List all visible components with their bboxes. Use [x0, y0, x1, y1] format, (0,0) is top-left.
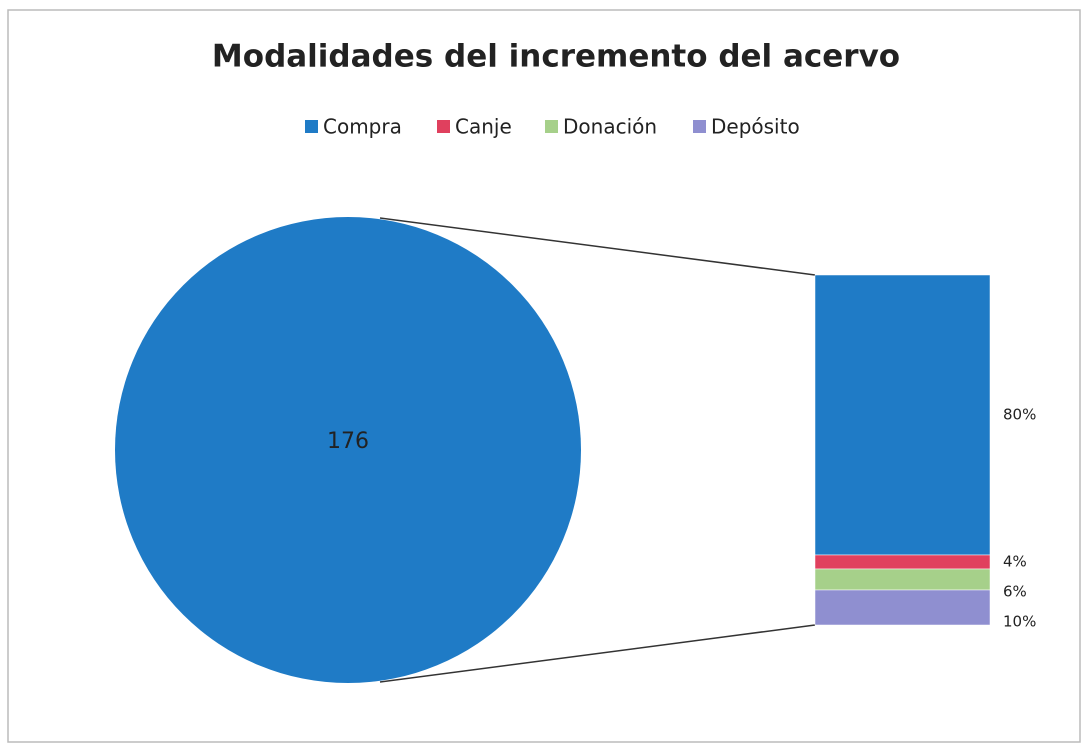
legend-label: Depósito [711, 115, 800, 139]
legend-label: Compra [323, 115, 402, 139]
pie-label: 176 [327, 429, 369, 454]
bar-segment [814, 274, 991, 556]
data-label: 4% [1003, 553, 1027, 571]
connector [379, 217, 816, 276]
chart-title: Modalidades del incremento del acervo [212, 39, 900, 75]
legend-swatch [693, 120, 706, 133]
bar-segment [814, 568, 991, 591]
data-label: 10% [1003, 613, 1036, 631]
legend-swatch [545, 120, 558, 133]
legend-swatch [305, 120, 318, 133]
data-label: 6% [1003, 583, 1027, 601]
pie-slice [115, 217, 581, 683]
legend-swatch [437, 120, 450, 133]
connector [379, 624, 816, 683]
legend-label: Donación [563, 115, 657, 139]
legend-label: Canje [455, 115, 512, 139]
bar-segment [814, 554, 991, 570]
data-label: 80% [1003, 406, 1036, 424]
bar-segment [814, 589, 991, 626]
